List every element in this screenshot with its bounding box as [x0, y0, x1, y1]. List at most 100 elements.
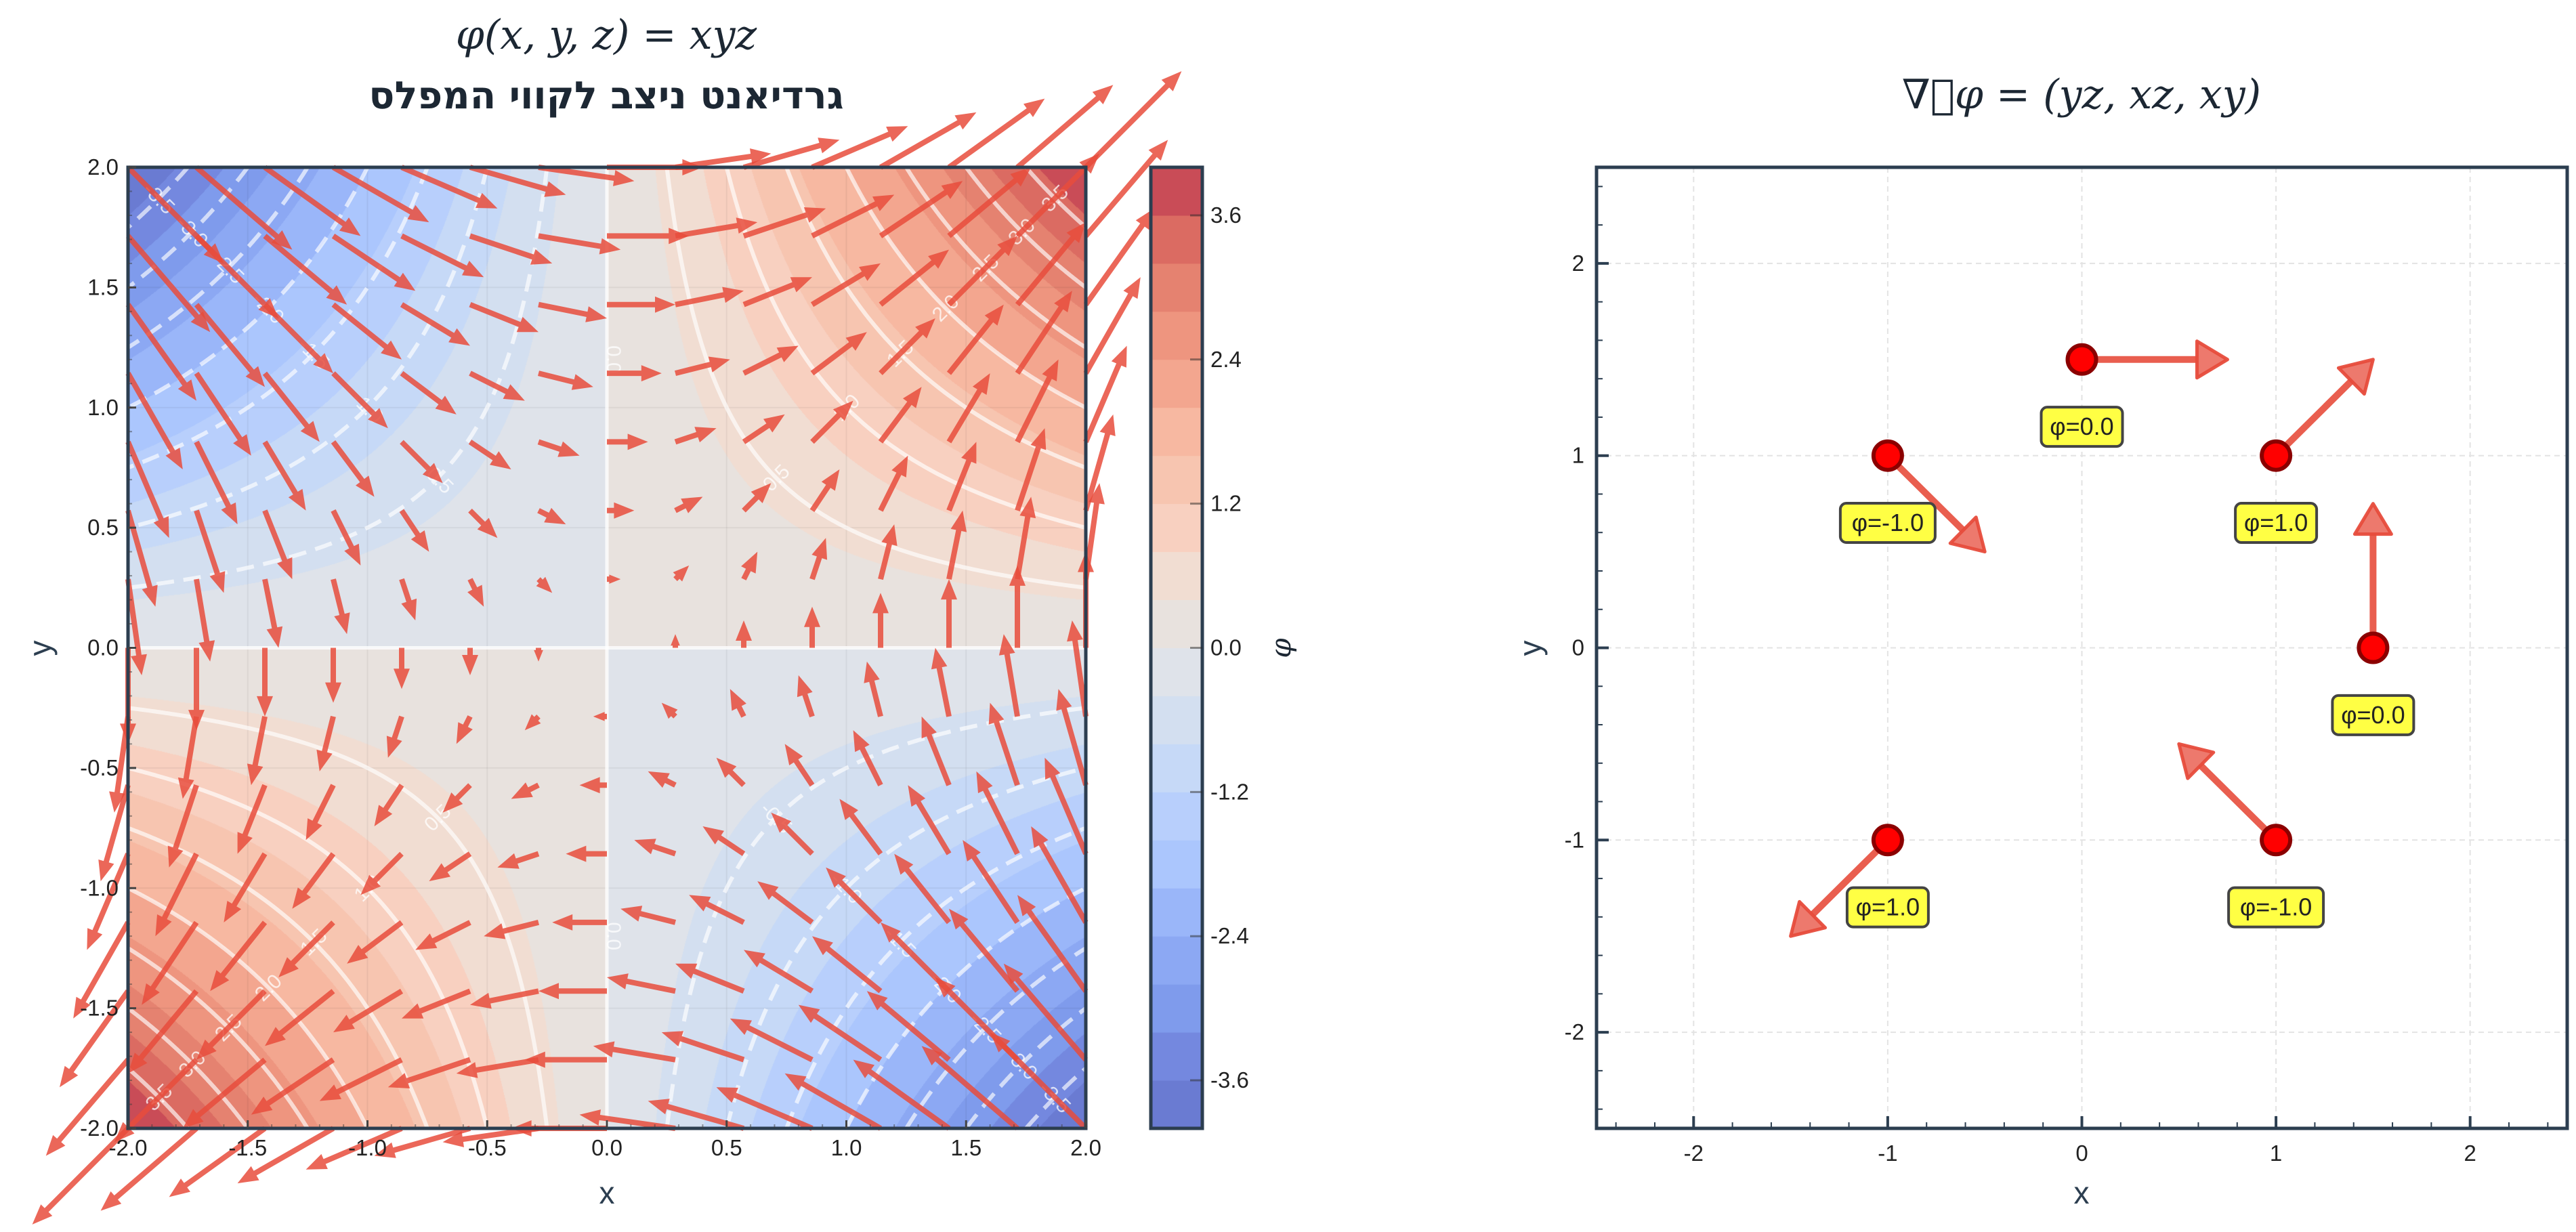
gradient-arrow	[125, 578, 147, 675]
gradient-arrow	[402, 988, 471, 1019]
gradient-arrow	[305, 1126, 403, 1170]
gradient-arrow	[675, 217, 758, 239]
gradient-arrow	[810, 332, 867, 376]
gradient-arrow	[736, 620, 752, 648]
sample-point	[2357, 631, 2390, 664]
colorbar-band	[1151, 215, 1202, 264]
gradient-arrow	[878, 455, 908, 512]
left-x-label: x	[599, 1175, 615, 1210]
colorbar-band	[1151, 936, 1202, 985]
colorbar-band	[1151, 744, 1202, 792]
gradient-arrow	[878, 387, 922, 444]
gradient-arrow	[716, 757, 746, 787]
gradient-arrow	[394, 647, 410, 689]
left-plot: -3.5-3.5-3.0-3.0-2.5-2.5-2.0-2.0-1.5-1.5…	[32, 71, 1182, 1225]
colorbar-tick-label: 3.6	[1210, 203, 1242, 228]
colorbar-tick-label: 1.2	[1210, 491, 1242, 516]
gradient-arrow	[648, 771, 677, 788]
colorbar-band	[1151, 503, 1202, 553]
gradient-arrow	[32, 1126, 130, 1225]
y-tick-label: -1.5	[80, 996, 119, 1021]
gradient-arrow-shaft	[2198, 763, 2279, 843]
gradient-arrow	[671, 634, 680, 648]
gradient-arrow	[1067, 620, 1089, 717]
gradient-arrow	[1084, 71, 1182, 169]
phi-label-box	[2234, 502, 2319, 545]
gradient-arrow	[263, 165, 361, 236]
gradient-arrow	[988, 702, 1020, 786]
gradient-arrow	[400, 233, 484, 278]
gradient-arrow	[125, 509, 158, 607]
contour-line	[127, 167, 490, 530]
gradient-arrow	[784, 744, 815, 787]
gradient-arrow-head	[2336, 358, 2375, 396]
gradient-arrow	[538, 370, 593, 390]
y-tick-label: 0.0	[87, 635, 119, 660]
gradient-arrow	[536, 576, 553, 593]
gradient-arrow	[811, 194, 895, 238]
gradient-arrow	[946, 304, 1004, 375]
gradient-arrow	[331, 578, 350, 635]
gradient-arrow	[1015, 85, 1114, 169]
gradient-arrow	[941, 579, 957, 648]
gradient-arrow	[194, 371, 251, 456]
sample-point	[2260, 439, 2293, 472]
colorbar-band	[1151, 984, 1202, 1033]
gradient-arrow	[331, 509, 361, 566]
gradient-arrow	[675, 148, 772, 170]
gradient-arrow	[196, 989, 267, 1060]
gradient-arrow	[194, 440, 238, 525]
gradient-arrow	[194, 303, 265, 387]
gradient-arrow	[1044, 757, 1089, 855]
gradient-arrow	[689, 895, 745, 925]
gradient-arrow	[757, 881, 814, 925]
phi-label-box	[2040, 406, 2124, 448]
gradient-arrow	[1015, 222, 1086, 307]
right-y-label: y	[1513, 641, 1548, 656]
gradient-arrow	[675, 963, 745, 994]
gradient-arrow	[125, 372, 183, 469]
gradient-arrow	[374, 784, 404, 826]
gradient-arrow	[263, 302, 333, 374]
colorbar-tick-label: -3.6	[1210, 1067, 1249, 1092]
gradient-arrow	[539, 983, 607, 1000]
gradient-arrow	[400, 302, 470, 346]
gradient-arrow	[839, 799, 883, 855]
colorbar-tick-label: -1.2	[1210, 779, 1249, 804]
contour-line	[964, 166, 1087, 289]
x-tick-label: 2	[2464, 1141, 2476, 1166]
gradient-arrow	[194, 578, 215, 662]
gradient-arrow	[946, 373, 990, 444]
colorbar-band	[1151, 263, 1202, 312]
gradient-arrow	[386, 715, 404, 758]
gradient-arrow	[347, 920, 404, 964]
gradient-arrow	[579, 1109, 676, 1131]
gradient-arrow	[593, 1041, 676, 1063]
gradient-arrow	[114, 1057, 198, 1143]
gradient-arrow	[730, 1018, 814, 1063]
phi-label: φ=-1.0	[2240, 893, 2312, 921]
gradient-arrow	[188, 647, 205, 731]
phi-label: φ=0.0	[2050, 412, 2113, 440]
gradient-arrow	[947, 98, 1045, 170]
gradient-arrow	[278, 920, 335, 977]
gradient-arrow	[811, 126, 908, 170]
contour-line	[784, 826, 1087, 1130]
gradient-arrow	[262, 578, 283, 648]
colorbar-band	[1151, 696, 1202, 744]
gradient-arrow	[879, 318, 935, 375]
x-tick-label: -2.0	[109, 1135, 148, 1160]
gradient-arrow	[804, 606, 820, 648]
gradient-arrow	[387, 1057, 471, 1088]
gradient-arrow	[262, 440, 306, 511]
gradient-arrow-head	[1789, 899, 1828, 938]
contour-line	[844, 886, 1087, 1130]
left-title: φ(x, y, z) = xyz	[456, 12, 757, 59]
colorbar-band	[1151, 551, 1202, 601]
gradient-arrow	[60, 990, 131, 1088]
gradient-arrow	[894, 853, 952, 925]
gradient-arrow	[469, 233, 553, 265]
gradient-arrow	[538, 301, 607, 322]
gradient-arrow	[538, 165, 635, 186]
